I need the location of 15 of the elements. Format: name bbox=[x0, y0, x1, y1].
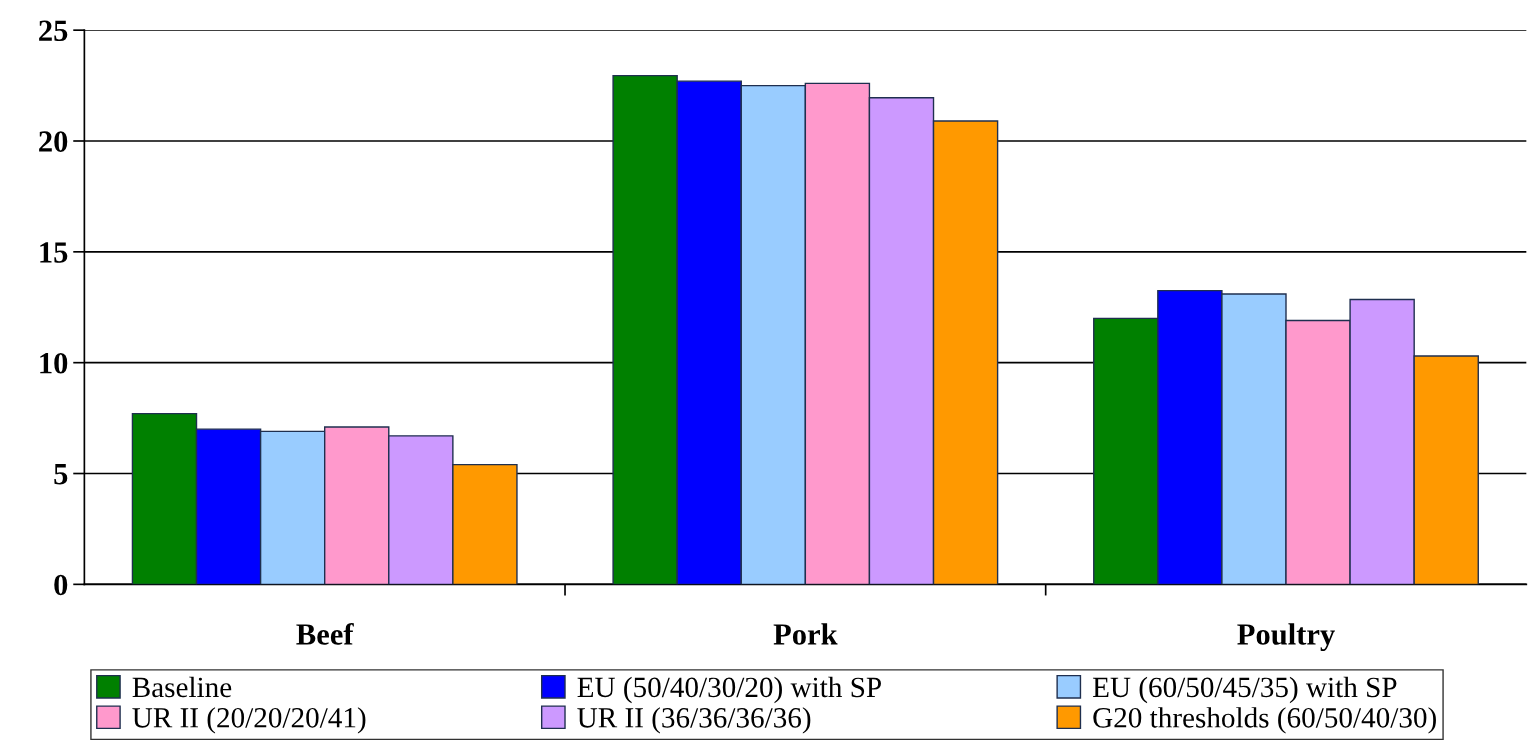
y-tick-label: 10 bbox=[40, 352, 68, 374]
legend-label: EU (60/50/45/35) with SP bbox=[1092, 676, 1397, 704]
legend-label: EU (50/40/30/20) with SP bbox=[577, 676, 881, 704]
x-tick-label: Pork bbox=[773, 623, 838, 645]
x-tick-label: Poultry bbox=[1237, 623, 1335, 652]
y-tick-label: 5 bbox=[54, 464, 68, 485]
legend-label: G20 thresholds (60/50/40/30) bbox=[1093, 707, 1436, 734]
legend-label: UR II (36/36/36/36) bbox=[577, 707, 811, 734]
y-tick-label: 20 bbox=[39, 131, 68, 152]
y-tick-label: 15 bbox=[40, 242, 68, 263]
x-tick-label: Beef bbox=[296, 622, 354, 645]
y-tick-label: 0 bbox=[54, 574, 68, 596]
legend-label: UR II (20/20/20/41) bbox=[132, 707, 366, 734]
y-tick-label: 25 bbox=[39, 20, 68, 42]
legend-label: Baseline bbox=[132, 676, 232, 698]
